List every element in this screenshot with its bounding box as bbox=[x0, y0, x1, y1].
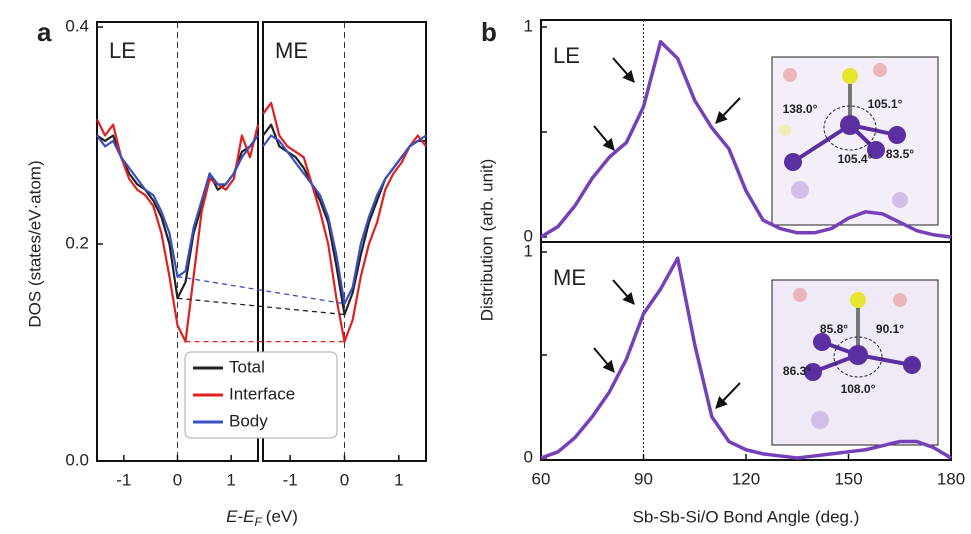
x-axis-label: E-EF (eV) bbox=[226, 507, 298, 529]
arrow bbox=[715, 97, 741, 124]
series-line bbox=[262, 134, 427, 305]
y-tick-label: 0.2 bbox=[65, 233, 89, 252]
y-axis-label: Distribution (arb. unit) bbox=[477, 159, 496, 322]
arrow bbox=[612, 57, 635, 83]
atom bbox=[867, 141, 885, 159]
x-tick-label: 90 bbox=[634, 469, 653, 488]
x-tick-label: 60 bbox=[532, 469, 551, 488]
x-tick-label: 150 bbox=[834, 469, 862, 488]
x-tick-label: -1 bbox=[116, 470, 131, 489]
series-line bbox=[540, 39, 952, 239]
arrow bbox=[593, 347, 615, 373]
x-tick-label: 0 bbox=[173, 470, 182, 489]
x-axis-label: Sb-Sb-Si/O Bond Angle (deg.) bbox=[633, 507, 860, 526]
atom bbox=[779, 124, 791, 136]
atom bbox=[784, 153, 802, 171]
x-tick-label: 180 bbox=[937, 469, 965, 488]
panel-title: LE bbox=[109, 38, 136, 63]
legend-label: Body bbox=[229, 411, 268, 430]
atom bbox=[892, 192, 908, 208]
atom bbox=[842, 68, 858, 84]
y-tick-label: 0.0 bbox=[65, 450, 89, 469]
series-line bbox=[262, 101, 427, 343]
legend-label: Interface bbox=[229, 384, 295, 403]
angle-label: 90.1° bbox=[876, 322, 904, 336]
bond bbox=[791, 123, 852, 164]
atom bbox=[850, 292, 866, 308]
atom bbox=[811, 411, 829, 429]
x-tick-label: 0 bbox=[340, 470, 349, 489]
series-line bbox=[540, 256, 952, 460]
insets bbox=[771, 56, 939, 446]
angle-label: 86.3° bbox=[783, 364, 811, 378]
atom bbox=[793, 288, 807, 302]
y-tick-label: 0 bbox=[524, 447, 533, 466]
x-axis-label-main: E-E bbox=[226, 507, 255, 526]
atom bbox=[893, 293, 907, 307]
angle-label: 105.1° bbox=[868, 97, 903, 111]
atom bbox=[791, 181, 809, 199]
atom bbox=[783, 68, 797, 82]
legend-label: Total bbox=[229, 357, 265, 376]
x-tick-label: -1 bbox=[283, 470, 298, 489]
arrow bbox=[715, 382, 741, 409]
x-tick-label: 120 bbox=[732, 469, 760, 488]
panel-label: b bbox=[481, 17, 497, 47]
guide-line bbox=[177, 275, 345, 305]
panel-title: LE bbox=[553, 43, 580, 68]
y-axis-label: DOS (states/eV·atom) bbox=[25, 160, 44, 327]
arrow bbox=[593, 125, 615, 151]
atom bbox=[848, 345, 868, 365]
series-line bbox=[96, 118, 260, 343]
panel-title: ME bbox=[275, 38, 308, 63]
atom bbox=[840, 115, 860, 135]
y-tick-label: 0.4 bbox=[65, 16, 89, 35]
atom bbox=[903, 356, 921, 374]
angle-label: 85.8° bbox=[820, 322, 848, 336]
angle-arc bbox=[823, 105, 877, 151]
angle-label: 108.0° bbox=[841, 382, 876, 396]
y-tick-label: 0 bbox=[524, 226, 533, 245]
atom bbox=[888, 126, 906, 144]
x-tick-label: 1 bbox=[394, 470, 403, 489]
x-axis-label-unit: (eV) bbox=[266, 507, 298, 526]
legend-box bbox=[184, 351, 338, 439]
angle-label: 138.0° bbox=[783, 102, 818, 116]
y-tick-label: 1 bbox=[524, 241, 533, 260]
arrow bbox=[612, 279, 635, 305]
atom bbox=[873, 63, 887, 77]
panel-title: ME bbox=[553, 265, 586, 290]
y-tick-label: 1 bbox=[524, 16, 533, 35]
atom bbox=[813, 333, 831, 351]
panel-label: a bbox=[37, 17, 52, 47]
arrows bbox=[593, 57, 741, 409]
angle-label: 105.4° bbox=[838, 152, 873, 166]
x-axis-label-sub: F bbox=[254, 515, 262, 529]
guide-line bbox=[177, 297, 345, 316]
x-tick-label: 1 bbox=[226, 470, 235, 489]
angle-arc bbox=[833, 336, 883, 378]
atom bbox=[804, 363, 822, 381]
angle-label: 83.5° bbox=[886, 147, 914, 161]
